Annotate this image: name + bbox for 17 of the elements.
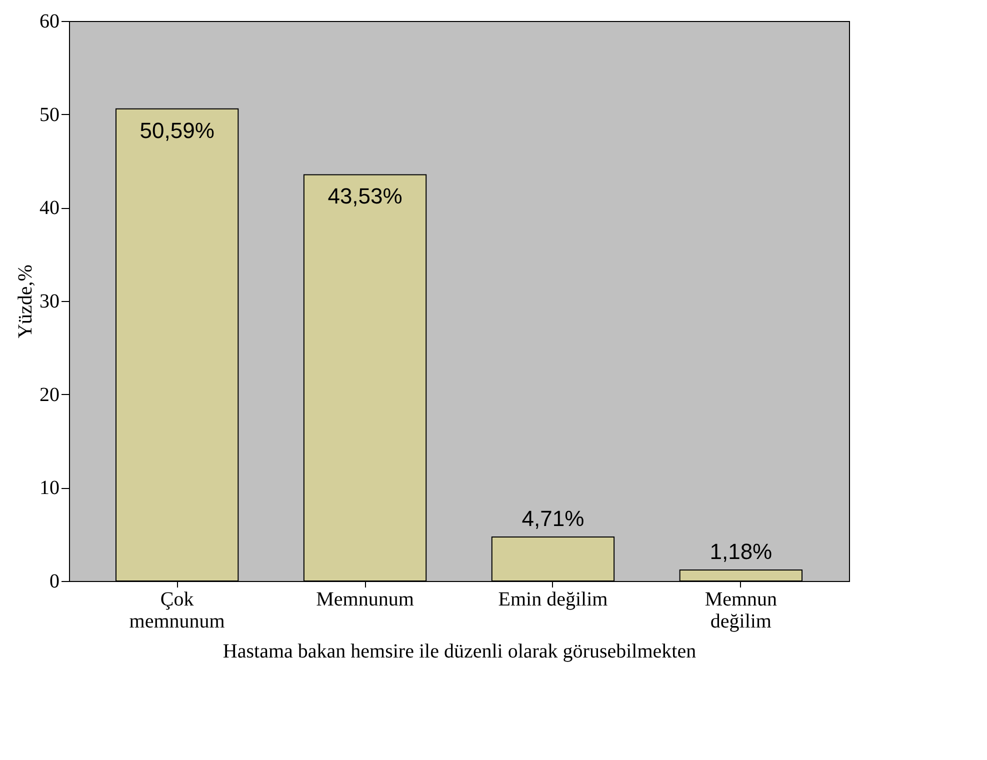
data-label: 50,59% <box>140 118 214 143</box>
data-label: 1,18% <box>710 538 772 564</box>
y-tick-label: 40 <box>40 197 60 220</box>
y-tick-label: 30 <box>40 290 60 312</box>
y-axis-title: Yüzde,% <box>14 264 36 338</box>
x-axis-title: Hastama bakan hemsire ile düzenli olarak görusebilmekten <box>222 640 696 662</box>
data-label: 4,71% <box>522 506 584 532</box>
x-tick-label: Memnunum <box>316 588 414 610</box>
x-tick-label: Emin değilim <box>498 588 608 610</box>
y-tick-label: 20 <box>40 384 60 406</box>
x-tick-label: Memnun değilim <box>704 588 778 632</box>
y-tick-label: 10 <box>40 477 60 500</box>
y-tick-label: 60 <box>40 10 60 32</box>
x-tick-label: Çok memnunum <box>129 588 226 632</box>
data-label: 43,53% <box>328 184 402 209</box>
y-tick-label: 0 <box>50 570 60 592</box>
y-tick-label: 50 <box>40 104 60 126</box>
